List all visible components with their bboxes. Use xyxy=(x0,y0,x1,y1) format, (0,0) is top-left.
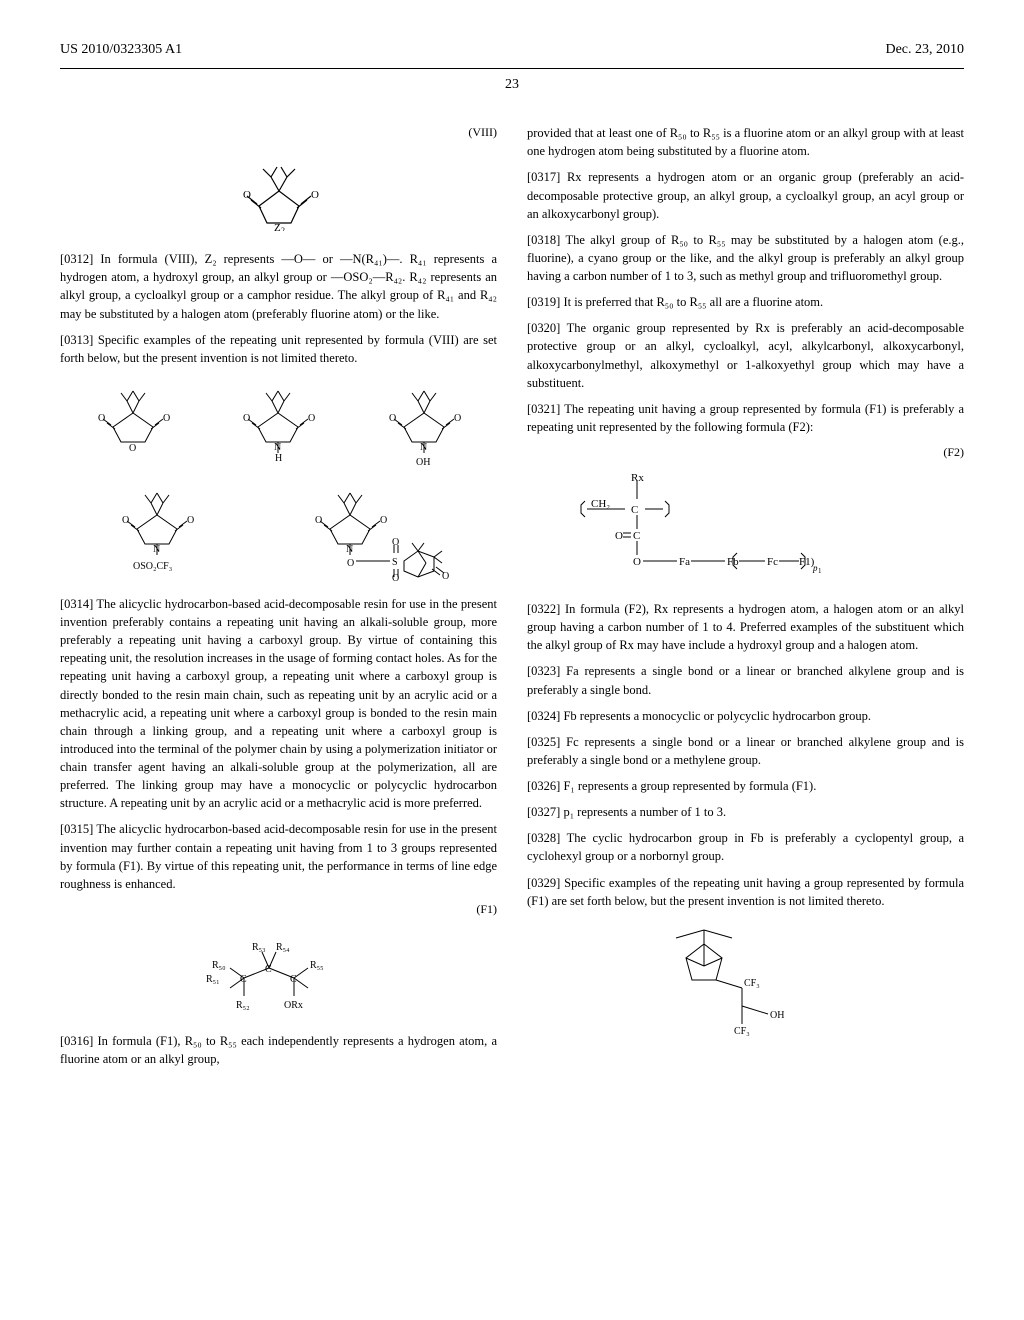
formula-f2-structure: Rx CH₂ C O C O Fa Fb Fc F1) p 1 xyxy=(567,471,964,586)
svg-text:Z: Z xyxy=(274,222,281,231)
svg-text:O: O xyxy=(122,515,129,526)
svg-text:C: C xyxy=(631,504,638,516)
svg-text:O: O xyxy=(243,413,250,424)
svg-text:O: O xyxy=(187,515,194,526)
para-0317: [0317] Rx represents a hydrogen atom or … xyxy=(527,168,964,222)
para-0314: [0314] The alicyclic hydrocarbon-based a… xyxy=(60,595,497,813)
para-0315: [0315] The alicyclic hydrocarbon-based a… xyxy=(60,820,497,893)
svg-text:CH₂: CH₂ xyxy=(591,498,610,510)
formula-f1-label: (F1) xyxy=(60,901,497,918)
header-rule xyxy=(60,68,964,69)
example-f1-structure: CF₃ OH CF₃ xyxy=(527,920,964,1045)
svg-text:S: S xyxy=(392,557,398,568)
svg-text:O: O xyxy=(308,413,315,424)
para-0329: [0329] Specific examples of the repeatin… xyxy=(527,874,964,910)
svg-text:O: O xyxy=(129,443,136,454)
svg-text:C: C xyxy=(633,530,640,542)
para-0313: [0313] Specific examples of the repeatin… xyxy=(60,331,497,367)
para-0320: [0320] The organic group represented by … xyxy=(527,319,964,392)
svg-text:2: 2 xyxy=(281,226,285,231)
svg-text:H: H xyxy=(275,453,282,462)
para-0312: [0312] In formula (VIII), Z₂ represents … xyxy=(60,250,497,323)
para-0319: [0319] It is preferred that R₅₀ to R₅₅ a… xyxy=(527,293,964,311)
para-0324: [0324] Fb represents a monocyclic or pol… xyxy=(527,707,964,725)
svg-text:O: O xyxy=(392,573,399,581)
svg-text:O: O xyxy=(633,556,641,568)
formula-8-structure: O O Z2 xyxy=(60,151,497,236)
example-structure: O O N OH xyxy=(374,377,474,467)
svg-text:O: O xyxy=(315,515,322,526)
example-structure: O O O xyxy=(83,377,183,457)
svg-text:C: C xyxy=(240,974,247,985)
pub-date: Dec. 23, 2010 xyxy=(885,40,964,60)
svg-text:C: C xyxy=(290,974,297,985)
svg-text:R₅₀: R₅₀ xyxy=(212,960,226,971)
text-columns: (VIII) O O Z2 [0312] In formula (VIII) xyxy=(60,124,964,1076)
para-0321: [0321] The repeating unit having a group… xyxy=(527,400,964,436)
svg-text:ORx: ORx xyxy=(284,1000,303,1011)
svg-text:N: N xyxy=(274,442,281,453)
para-0327: [0327] p₁ represents a number of 1 to 3. xyxy=(527,803,964,821)
example-structure: OO N O S O O O xyxy=(300,481,460,581)
svg-text:R₅₁: R₅₁ xyxy=(206,974,220,985)
svg-text:O: O xyxy=(392,537,399,548)
svg-text:R₅₅: R₅₅ xyxy=(310,960,324,971)
svg-text:O: O xyxy=(347,558,354,569)
svg-text:R₅₂: R₅₂ xyxy=(236,1000,250,1011)
svg-text:R₅₄: R₅₄ xyxy=(276,942,290,953)
svg-text:Fc: Fc xyxy=(767,556,778,568)
svg-text:OH: OH xyxy=(770,1010,784,1021)
page-number: 23 xyxy=(60,75,964,95)
svg-text:N: N xyxy=(346,544,353,555)
para-0326: [0326] F₁ represents a group represented… xyxy=(527,777,964,795)
svg-text:N: N xyxy=(153,544,160,555)
para-0325: [0325] Fc represents a single bond or a … xyxy=(527,733,964,769)
svg-text:OH: OH xyxy=(416,457,430,467)
svg-text:O: O xyxy=(243,189,251,201)
svg-text:Fa: Fa xyxy=(679,556,690,568)
para-0318: [0318] The alkyl group of R₅₀ to R₅₅ may… xyxy=(527,231,964,285)
svg-text:Fb: Fb xyxy=(727,556,739,568)
para-cont: provided that at least one of R₅₀ to R₅₅… xyxy=(527,124,964,160)
left-column: (VIII) O O Z2 [0312] In formula (VIII) xyxy=(60,124,497,1076)
svg-text:O: O xyxy=(380,515,387,526)
svg-text:N: N xyxy=(420,442,427,453)
svg-text:CF₃: CF₃ xyxy=(744,978,760,989)
svg-text:OSO₂CF₃: OSO₂CF₃ xyxy=(133,561,172,572)
svg-text:O: O xyxy=(311,189,319,201)
page-header: US 2010/0323305 A1 Dec. 23, 2010 xyxy=(60,40,964,60)
para-0316: [0316] In formula (F1), R₅₀ to R₅₅ each … xyxy=(60,1032,497,1068)
svg-text:CF₃: CF₃ xyxy=(734,1026,750,1037)
formula-f1-structure: R₅₀ R₅₁ R₅₂ R₅₃ R₅₄ R₅₅ ORx C C C xyxy=(60,928,497,1018)
examples-row-1: OO O OO NH xyxy=(60,377,497,467)
examples-row-2: OO N OSO₂CF₃ xyxy=(60,481,497,581)
svg-text:O: O xyxy=(98,413,105,424)
example-structure: O O NH xyxy=(228,377,328,462)
para-0323: [0323] Fa represents a single bond or a … xyxy=(527,662,964,698)
svg-text:O: O xyxy=(163,413,170,424)
pub-number: US 2010/0323305 A1 xyxy=(60,40,182,60)
para-0328: [0328] The cyclic hydrocarbon group in F… xyxy=(527,829,964,865)
svg-text:R₅₃: R₅₃ xyxy=(252,942,266,953)
svg-text:C: C xyxy=(265,964,272,975)
svg-text:O: O xyxy=(389,413,396,424)
svg-text:O: O xyxy=(442,571,449,581)
formula-f2-label: (F2) xyxy=(527,444,964,461)
svg-text:1: 1 xyxy=(818,567,822,575)
right-column: provided that at least one of R₅₀ to R₅₅… xyxy=(527,124,964,1076)
svg-text:O: O xyxy=(615,530,623,542)
svg-text:Rx: Rx xyxy=(631,472,644,484)
example-structure: O O N OSO₂CF₃ xyxy=(97,481,227,576)
para-0322: [0322] In formula (F2), Rx represents a … xyxy=(527,600,964,654)
svg-text:O: O xyxy=(454,413,461,424)
formula-8-label: (VIII) xyxy=(60,124,497,141)
